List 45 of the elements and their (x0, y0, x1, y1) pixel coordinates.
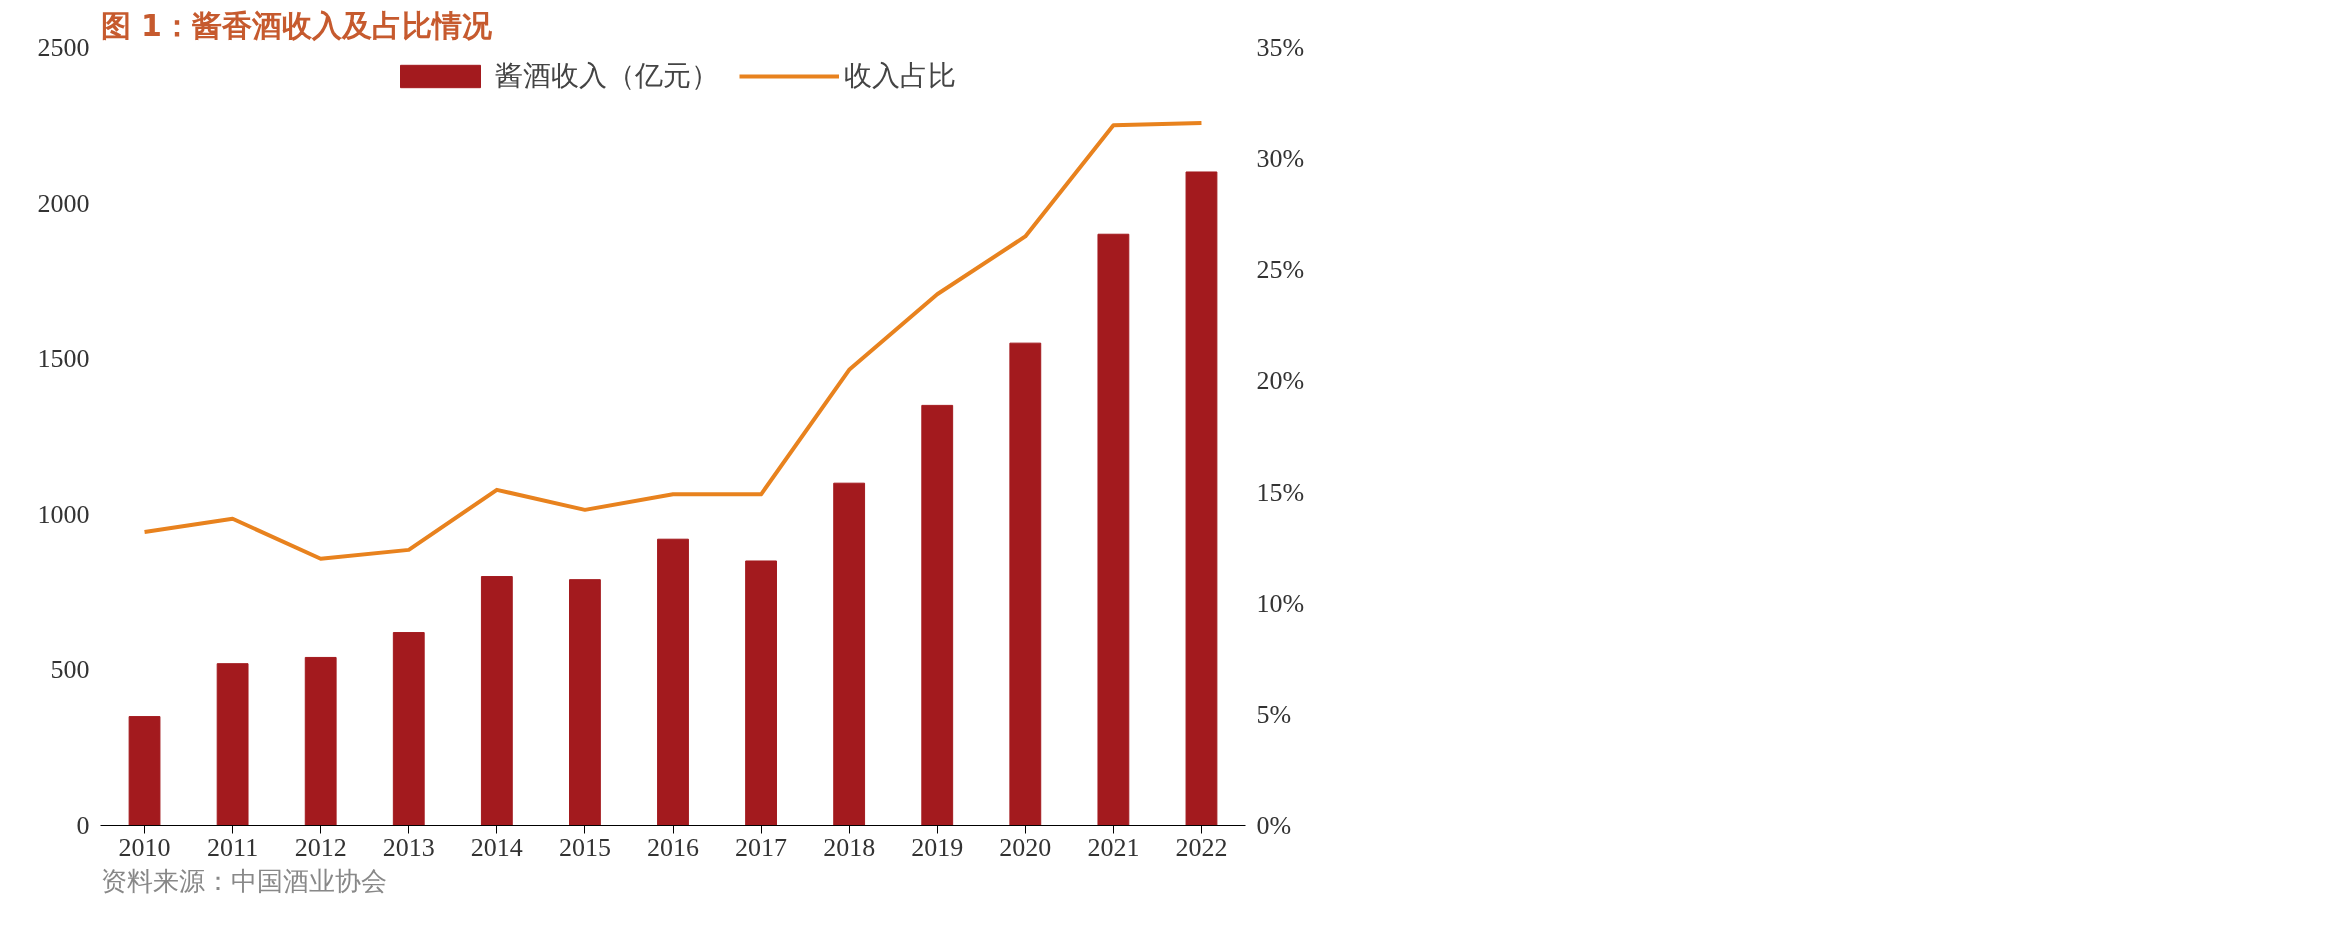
x-tick-label: 2020 (999, 832, 1052, 862)
x-tick-label: 2013 (382, 832, 435, 862)
bar (128, 716, 161, 826)
x-tick-label: 2022 (1175, 832, 1228, 862)
y-tick-label: 1000 (37, 499, 90, 529)
y-tick-label: 2500 (37, 33, 90, 62)
bar (833, 482, 866, 826)
bar (392, 632, 425, 826)
y-tick-label: 2000 (37, 188, 90, 218)
x-tick-label: 2018 (823, 832, 876, 862)
y2-tick-label: 25% (1256, 255, 1305, 285)
y2-tick-label: 5% (1256, 699, 1292, 729)
y2-tick-label: 10% (1256, 588, 1305, 618)
x-tick-label: 2012 (294, 832, 347, 862)
chart-title: 图 1：酱香酒收入及占比情况 (100, 7, 493, 43)
bar (1185, 171, 1218, 826)
y2-tick-label: 0% (1256, 811, 1292, 840)
x-tick-label: 2021 (1087, 832, 1140, 862)
bar (657, 538, 689, 826)
y2-tick-label: 30% (1256, 144, 1305, 174)
line-series (142, 121, 1204, 561)
bar (1009, 342, 1042, 826)
x-tick-label: 2011 (207, 832, 259, 862)
legend-label: 收入占比 (843, 58, 956, 94)
y-tick-label: 500 (50, 655, 90, 685)
x-tick-label: 2019 (911, 832, 964, 862)
bar (1097, 233, 1130, 826)
x-tick-label: 2016 (647, 832, 699, 862)
bar (480, 576, 513, 826)
legend-label: 酱酒收入（亿元） (494, 58, 719, 94)
x-tick-label: 2014 (470, 832, 523, 862)
bar (304, 656, 337, 826)
bar (921, 404, 954, 826)
bar (569, 579, 601, 826)
x-tick-label: 2015 (558, 832, 611, 862)
text: 资料来源：中国酒业协会 (100, 865, 387, 896)
bar (745, 560, 777, 826)
y2-tick-label: 35% (1256, 33, 1305, 62)
y-tick-label: 0 (76, 811, 90, 840)
y2-tick-label: 15% (1256, 477, 1305, 507)
bar (216, 663, 249, 826)
y-tick-label: 1500 (37, 344, 90, 374)
x-tick-label: 2017 (735, 832, 788, 862)
x-tick-label: 2010 (118, 832, 171, 862)
y2-tick-label: 20% (1256, 366, 1305, 396)
